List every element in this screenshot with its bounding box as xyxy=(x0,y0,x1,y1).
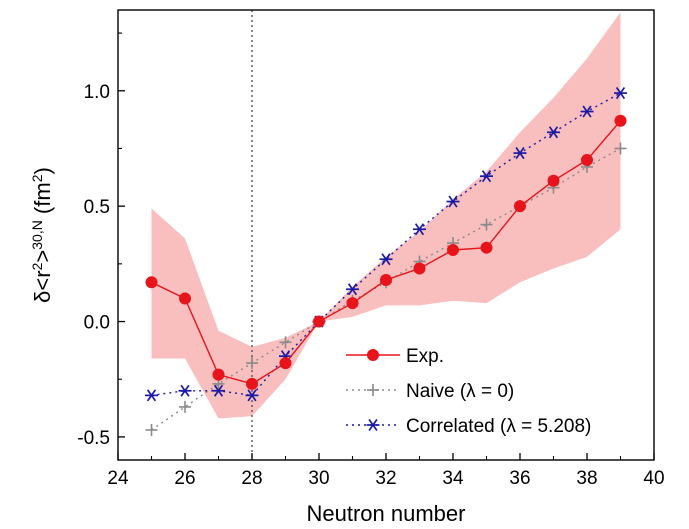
y-axis-title: δ<r2>30,N (fm2) xyxy=(29,167,55,303)
data-point xyxy=(346,283,359,296)
x-tick-label: 34 xyxy=(442,468,464,489)
star-d2 xyxy=(448,195,458,208)
star-d2 xyxy=(347,283,358,296)
star-d2 xyxy=(180,384,190,397)
star-d2 xyxy=(481,170,492,183)
y-tick-label: 0.5 xyxy=(84,197,110,218)
y-tick-label: 1.0 xyxy=(84,82,110,103)
star-d2 xyxy=(146,389,157,402)
y-axis-title-part: 30,N xyxy=(29,220,45,250)
star-d2 xyxy=(213,384,224,397)
data-point xyxy=(179,400,191,413)
y-axis-title-part: δ<r xyxy=(30,270,55,302)
band-area xyxy=(151,12,621,419)
x-tick-label: 40 xyxy=(643,468,664,489)
star-d2 xyxy=(368,418,378,432)
data-point xyxy=(145,276,158,289)
x-axis-title: Neutron number xyxy=(307,501,466,526)
data-point xyxy=(480,241,493,254)
data-point xyxy=(513,147,527,160)
data-point xyxy=(446,195,460,208)
y-axis-title-part: (fm xyxy=(30,182,55,220)
data-point xyxy=(413,262,426,275)
x-tick-label: 32 xyxy=(375,468,396,489)
data-point xyxy=(178,384,192,397)
legend-label: Exp. xyxy=(406,346,444,367)
data-point xyxy=(179,292,191,305)
star-d2 xyxy=(414,223,425,236)
star-d2 xyxy=(515,147,525,160)
legend-item-0: Exp. xyxy=(346,346,444,367)
x-tick-label: 24 xyxy=(107,468,129,489)
data-point xyxy=(279,357,292,370)
data-point xyxy=(581,154,593,166)
legend-label: Naive (λ = 0) xyxy=(406,381,514,402)
data-point xyxy=(447,244,459,256)
data-point xyxy=(346,297,359,310)
y-axis-title-part: ) xyxy=(30,167,55,174)
legend-marker xyxy=(367,349,379,361)
star-d2 xyxy=(247,389,257,402)
data-point xyxy=(246,377,258,390)
y-axis-title-part: 2 xyxy=(29,262,45,270)
data-point xyxy=(212,384,225,397)
data-point xyxy=(480,218,493,231)
data-point xyxy=(480,170,493,183)
x-tick-label: 28 xyxy=(241,468,262,489)
legend-marker xyxy=(367,384,379,396)
uncertainty-band xyxy=(151,12,621,419)
data-point xyxy=(547,126,560,139)
data-point xyxy=(212,368,225,381)
data-point xyxy=(279,336,292,349)
legend-item-2: Correlated (λ = 5.208) xyxy=(346,416,591,437)
series-line xyxy=(151,92,621,397)
y-tick-label: 0.0 xyxy=(84,313,110,334)
x-tick-label: 26 xyxy=(174,468,195,489)
axis-ticks: 24 26 28 30 32 34 36 38 40 -0.5 0.0 0.5 1.0 xyxy=(77,32,665,489)
legend-label: Correlated (λ = 5.208) xyxy=(406,416,591,437)
legend-item-1: Naive (λ = 0) xyxy=(346,381,514,402)
x-tick-label: 38 xyxy=(576,468,597,489)
data-point xyxy=(614,114,627,127)
y-axis-title-part: > xyxy=(30,250,55,263)
series-0 xyxy=(145,114,627,390)
data-point xyxy=(313,315,325,328)
star-d2 xyxy=(582,105,592,118)
data-point xyxy=(580,105,594,118)
data-point xyxy=(245,389,259,402)
star-d2 xyxy=(548,126,559,139)
star-d2 xyxy=(615,87,626,100)
data-point xyxy=(379,253,393,266)
legend-marker xyxy=(366,418,380,432)
y-tick-label: -0.5 xyxy=(77,428,110,449)
data-point xyxy=(246,357,258,370)
data-point xyxy=(614,87,627,100)
data-point xyxy=(514,200,526,213)
series-2 xyxy=(145,87,627,402)
data-point xyxy=(145,424,158,436)
star-d2 xyxy=(381,253,391,266)
legend: Exp. Naive (λ = 0) Correlated (λ = 5.208) xyxy=(346,346,591,437)
series-group xyxy=(145,87,627,436)
data-point xyxy=(413,223,426,236)
data-point xyxy=(547,174,560,187)
x-tick-label: 36 xyxy=(509,468,530,489)
y-axis-title-part: 2 xyxy=(29,174,45,182)
data-point xyxy=(380,274,392,286)
data-point xyxy=(145,389,158,402)
data-point xyxy=(614,142,627,155)
x-tick-label: 30 xyxy=(308,468,329,489)
